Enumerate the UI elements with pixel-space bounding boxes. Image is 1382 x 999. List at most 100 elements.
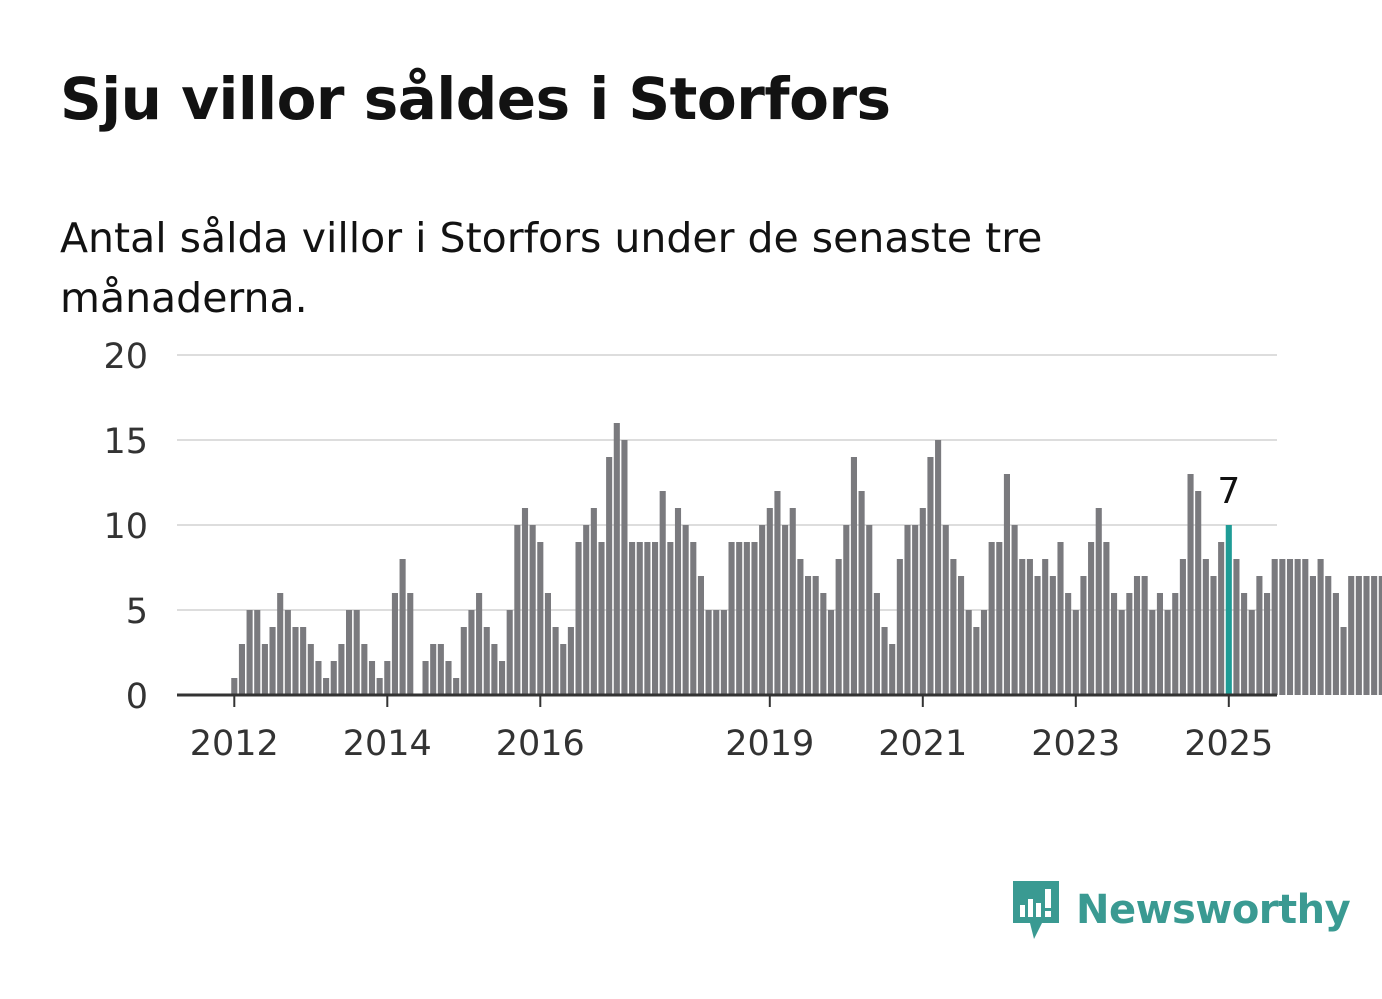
y-tick-label: 5: [126, 592, 148, 632]
bar-highlight: [1225, 525, 1232, 695]
bar: [621, 440, 628, 695]
bar: [674, 508, 682, 695]
bar: [789, 508, 796, 695]
bar: [782, 525, 789, 695]
bar: [445, 661, 452, 695]
bar: [468, 610, 475, 695]
bar: [1248, 610, 1255, 695]
bar: [697, 576, 704, 695]
bar: [1340, 627, 1347, 695]
bar: [1149, 610, 1156, 695]
bar: [506, 610, 513, 695]
bar: [1286, 559, 1294, 695]
bar: [422, 661, 429, 695]
bar: [246, 610, 253, 695]
bar: [1325, 576, 1332, 695]
bar: [590, 508, 597, 695]
bar: [774, 491, 781, 695]
bar: [254, 610, 261, 695]
chart-subtitle: Antal sålda villor i Storfors under de s…: [60, 214, 1043, 322]
bar: [766, 508, 773, 695]
bar: [690, 542, 697, 695]
bar: [644, 542, 651, 695]
bar: [1241, 593, 1248, 695]
y-tick-label: 0: [126, 677, 148, 717]
bar: [629, 542, 636, 695]
bar: [1065, 593, 1072, 695]
x-tick-label: 2021: [878, 724, 967, 764]
bar: [1019, 559, 1026, 695]
bar: [659, 491, 666, 695]
bar: [759, 525, 766, 695]
bar: [1378, 576, 1382, 695]
bar: [476, 593, 483, 695]
bar: [269, 627, 276, 695]
bar: [751, 542, 758, 695]
bar: [927, 457, 934, 695]
bar: [996, 542, 1003, 695]
newsworthy-wordmark: Newsworthy: [1076, 887, 1351, 933]
bar: [1126, 593, 1133, 695]
bar: [323, 678, 330, 695]
bar: [521, 508, 529, 695]
bar: [567, 627, 574, 695]
bar: [1103, 542, 1110, 695]
bar: [368, 661, 376, 695]
bar: [598, 542, 605, 695]
bar: [866, 525, 873, 695]
newsworthy-logo-icon: [1013, 881, 1059, 939]
chart-title: Sju villor såldes i Storfors: [60, 65, 891, 133]
y-tick-label: 20: [103, 337, 148, 377]
bar: [1279, 559, 1286, 695]
bar: [346, 610, 353, 695]
bar: [942, 525, 949, 695]
bar: [705, 610, 712, 695]
bar: [980, 610, 988, 695]
bar: [1088, 542, 1095, 695]
bar: [1172, 593, 1179, 695]
y-tick-label: 10: [103, 507, 148, 547]
bar: [361, 644, 368, 695]
bar: [720, 610, 727, 695]
bar: [988, 542, 995, 695]
bar: [376, 678, 383, 695]
x-tick-label: 2012: [190, 724, 279, 764]
bar: [1080, 576, 1087, 695]
x-tick-label: 2023: [1031, 724, 1120, 764]
bar: [850, 457, 857, 695]
bar: [238, 644, 245, 695]
bar: [1179, 559, 1186, 695]
bar: [1118, 610, 1125, 695]
bar: [1187, 474, 1194, 695]
bar: [1141, 576, 1148, 695]
bar: [935, 440, 942, 695]
bar: [460, 627, 467, 695]
bar: [812, 576, 819, 695]
bar: [965, 610, 972, 695]
bar-chart: 0 5 10 15 20 2012 2014 2016 2019 2021 2023 2025 7: [103, 337, 1382, 764]
bar: [1302, 559, 1309, 695]
data-label-latest: 7: [1217, 471, 1240, 512]
bar: [391, 593, 398, 695]
bar: [277, 593, 284, 695]
bar: [1057, 542, 1064, 695]
bar: [1210, 576, 1217, 695]
bar: [713, 610, 720, 695]
bar: [973, 627, 980, 695]
bar: [407, 593, 414, 695]
bar: [1264, 593, 1271, 695]
bar: [353, 610, 360, 695]
bar: [1003, 474, 1010, 695]
bar: [1034, 576, 1041, 695]
bar: [583, 525, 590, 695]
bar: [1294, 559, 1301, 695]
bar: [529, 525, 536, 695]
bar: [453, 678, 460, 695]
bar: [1095, 508, 1102, 695]
x-tick-label: 2019: [725, 724, 814, 764]
bar: [560, 644, 567, 695]
bar: [736, 542, 743, 695]
bar: [499, 661, 506, 695]
bar: [1164, 610, 1171, 695]
x-tick-label: 2025: [1184, 724, 1273, 764]
